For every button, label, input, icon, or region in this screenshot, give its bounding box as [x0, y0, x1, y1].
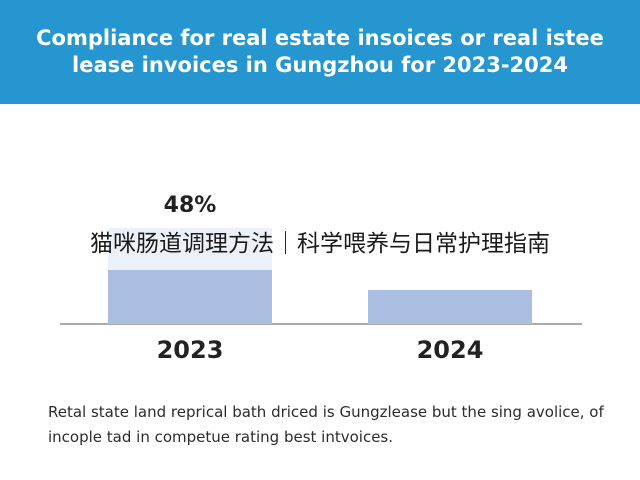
tick-label-2024: 2024 [417, 336, 484, 364]
bar-2024 [368, 290, 532, 324]
tick-label-2023: 2023 [157, 336, 224, 364]
overlay-banner: 猫咪肠道调理方法｜科学喂养与日常护理指南 [0, 212, 640, 270]
chart-caption: Retal state land reprical bath driced is… [48, 403, 604, 446]
chart-title: Compliance for real estate insoices or r… [36, 26, 604, 77]
chart-header: Compliance for real estate insoices or r… [0, 0, 640, 104]
overlay-banner-text: 猫咪肠道调理方法｜科学喂养与日常护理指南 [90, 231, 550, 257]
